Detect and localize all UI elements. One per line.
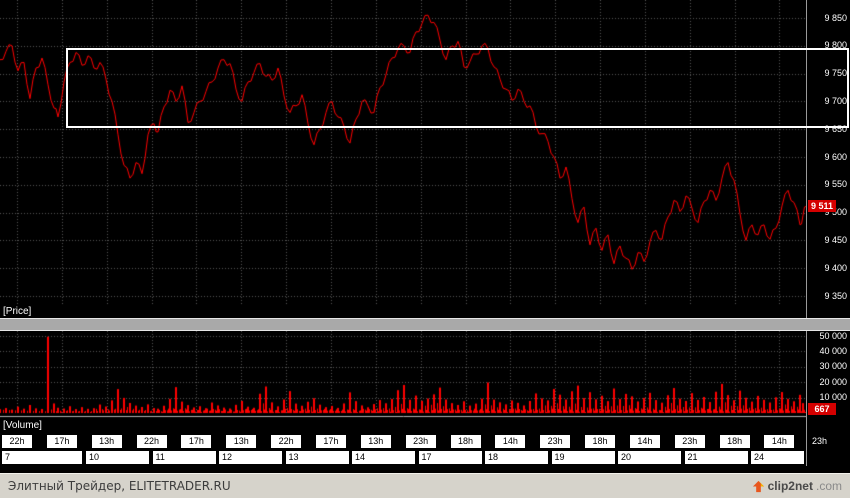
- date-cell: 18: [485, 451, 548, 464]
- volume-axis-label: 10 000: [819, 392, 847, 403]
- hour-cell: 17h: [46, 435, 77, 448]
- price-axis-label: 9 350: [824, 290, 847, 301]
- time-axis-dates-row: 7 10 11 12 13 14 17 18 19 20 21 24: [0, 451, 850, 464]
- hour-cell: 22h: [136, 435, 167, 448]
- hour-cell: 22h: [271, 435, 302, 448]
- date-cell: 24: [751, 451, 804, 464]
- selection-rectangle[interactable]: [66, 48, 849, 128]
- volume-chart-canvas[interactable]: [0, 331, 807, 419]
- hour-cell: 23h: [674, 435, 705, 448]
- time-axis-overflow-label: 23h: [812, 436, 828, 446]
- price-axis-label: 9 400: [824, 262, 847, 273]
- date-cell: 11: [152, 451, 216, 464]
- hour-cell: 23h: [405, 435, 436, 448]
- y-axis-line: [806, 0, 807, 466]
- pane-splitter[interactable]: [0, 318, 850, 331]
- price-chart-canvas[interactable]: [0, 0, 807, 318]
- date-cell: 10: [86, 451, 149, 464]
- volume-axis-label: 20 000: [819, 376, 847, 387]
- hour-cell: 14h: [629, 435, 660, 448]
- hour-cell: 22h: [2, 435, 32, 448]
- hour-cell: 18h: [450, 435, 481, 448]
- clip2net-arrow-icon: [752, 480, 765, 493]
- hour-cell: 14h: [764, 435, 795, 448]
- hour-cell: 14h: [495, 435, 526, 448]
- volume-axis-label: 40 000: [819, 345, 847, 356]
- time-axis-hours-row: 22h 17h 13h 22h 17h 13h 22h 17h 13h 23h 18h 14h 23h 1…: [0, 435, 850, 448]
- hour-cell: 18h: [719, 435, 750, 448]
- date-cell: 20: [618, 451, 681, 464]
- date-cell: 7: [2, 451, 82, 464]
- price-axis-label: 9 850: [824, 12, 847, 23]
- hour-cell: 13h: [360, 435, 391, 448]
- hour-cell: 18h: [585, 435, 616, 448]
- hour-cell: 23h: [540, 435, 571, 448]
- last-price-badge: 9 511: [808, 200, 837, 212]
- hour-cell: 13h: [91, 435, 122, 448]
- clip2net-name: clip2net: [767, 479, 813, 493]
- volume-axis-label: 50 000: [819, 330, 847, 341]
- status-bar: Элитный Трейдер, ELITETRADER.RU clip2net…: [0, 473, 850, 498]
- date-cell: 19: [551, 451, 615, 464]
- date-cell: 21: [684, 451, 748, 464]
- clip2net-suffix: .com: [815, 479, 842, 493]
- price-axis-label: 9 550: [824, 179, 847, 190]
- date-cell: 13: [285, 451, 349, 464]
- hour-cell: 17h: [181, 435, 212, 448]
- clip2net-watermark-link[interactable]: clip2net .com: [752, 479, 842, 493]
- date-cell: 14: [352, 451, 415, 464]
- volume-pane-label: [Volume]: [3, 420, 42, 431]
- hour-cell: 13h: [226, 435, 257, 448]
- hour-cell: 17h: [315, 435, 346, 448]
- status-text: Элитный Трейдер, ELITETRADER.RU: [8, 479, 231, 493]
- date-cell: 12: [219, 451, 282, 464]
- volume-axis-label: 30 000: [819, 361, 847, 372]
- last-volume-badge: 667: [808, 403, 836, 415]
- price-pane-label: [Price]: [3, 306, 32, 317]
- date-cell: 17: [418, 451, 482, 464]
- price-axis-label: 9 450: [824, 234, 847, 245]
- price-axis-label: 9 600: [824, 151, 847, 162]
